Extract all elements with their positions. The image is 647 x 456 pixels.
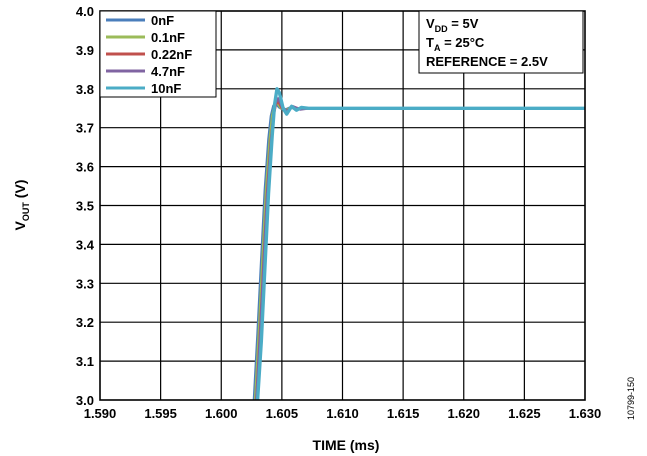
x-tick-label: 1.620 (447, 406, 480, 421)
series-group (252, 87, 585, 401)
y-axis-label-sub: OUT (21, 202, 31, 222)
y-axis-label-suffix: (V) (12, 180, 28, 203)
annotation-ta-main: T (426, 35, 434, 50)
x-tick-label: 1.590 (84, 406, 117, 421)
legend-label: 10nF (151, 81, 181, 96)
y-tick-label: 3.9 (76, 43, 94, 58)
annotation-vdd: VDD = 5V (426, 16, 479, 34)
x-tick-label: 1.595 (144, 406, 177, 421)
x-tick-label: 1.625 (508, 406, 541, 421)
x-tick-label: 1.615 (387, 406, 420, 421)
legend-label: 4.7nF (151, 64, 185, 79)
x-axis-label: TIME (ms) (313, 437, 380, 453)
y-tick-label: 3.0 (76, 393, 94, 408)
annotation-reference: REFERENCE = 2.5V (426, 54, 548, 69)
x-tick-label: 1.600 (205, 406, 238, 421)
x-tick-label: 1.605 (266, 406, 299, 421)
y-tick-label: 3.5 (76, 199, 94, 214)
annotation-vdd-suffix: = 5V (448, 16, 479, 31)
annotation-vdd-main: V (426, 16, 435, 31)
annotation-ta-suffix: = 25°C (440, 35, 484, 50)
y-tick-label: 3.2 (76, 315, 94, 330)
y-tick-label: 4.0 (76, 4, 94, 19)
legend-label: 0.22nF (151, 47, 192, 62)
annotation-vdd-sub: DD (435, 24, 448, 34)
y-tick-label: 3.8 (76, 82, 94, 97)
y-axis-label: VOUT (V) (12, 180, 31, 231)
y-axis-label-main: V (12, 220, 28, 230)
annotation-ta-sub: A (434, 43, 441, 53)
x-tick-label: 1.610 (326, 406, 359, 421)
annotation-box (418, 10, 584, 74)
y-tick-label: 3.7 (76, 121, 94, 136)
legend-label: 0nF (151, 13, 174, 28)
legend-label: 0.1nF (151, 30, 185, 45)
y-tick-label: 3.3 (76, 276, 94, 291)
grid (100, 11, 585, 400)
y-tick-labels: 3.0 3.1 3.2 3.3 3.4 3.5 3.6 3.7 3.8 3.9 4.0 (76, 4, 95, 408)
plot-frame (99, 10, 586, 401)
y-tick-label: 3.1 (76, 354, 94, 369)
x-tick-label: 1.630 (569, 406, 602, 421)
series-line-10nf (255, 87, 585, 401)
annotation-ta: TA = 25°C (426, 35, 485, 53)
figure-id: 10799-150 (626, 377, 636, 420)
legend: 0nF 0.1nF 0.22nF 4.7nF 10nF (99, 10, 217, 98)
y-tick-label: 3.4 (76, 237, 95, 252)
y-tick-label: 3.6 (76, 160, 94, 175)
x-tick-labels: 1.590 1.595 1.600 1.605 1.610 1.615 1.620 1.625… (84, 406, 602, 421)
conditions-annotation: VDD = 5V TA = 25°C REFERENCE = 2.5V (418, 10, 584, 74)
